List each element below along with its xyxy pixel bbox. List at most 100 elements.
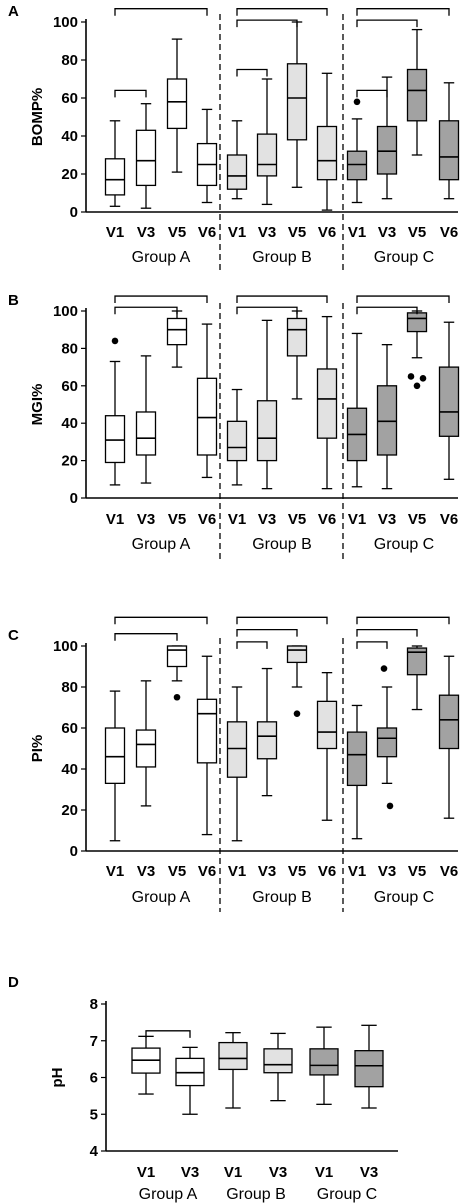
significance-bracket [236, 628, 298, 637]
x-tick-label: V6 [318, 511, 336, 528]
x-tick-label: V5 [288, 224, 306, 241]
outlier-point [173, 693, 181, 701]
x-tick-label: V1 [106, 511, 124, 528]
significance-bracket [356, 89, 388, 98]
box-iqr [316, 368, 338, 439]
box-iqr [406, 312, 428, 333]
box-iqr [135, 129, 157, 187]
x-tick-label: V5 [288, 511, 306, 528]
box-iqr [135, 411, 157, 456]
outlier-point [407, 373, 415, 380]
x-tick-label: V1 [106, 224, 124, 241]
group-label: Group B [226, 1186, 286, 1203]
x-tick-label: V5 [288, 863, 306, 880]
x-tick-label: V1 [228, 511, 246, 528]
box-iqr [316, 700, 338, 750]
y-tick-label: 100 [53, 303, 78, 320]
x-tick-label: V1 [348, 511, 366, 528]
x-tick-label: V1 [348, 224, 366, 241]
group-label: Group A [132, 889, 191, 906]
significance-bracket [114, 306, 178, 315]
y-tick-label: 0 [70, 843, 78, 860]
box-iqr [286, 317, 308, 357]
box-iqr [354, 1050, 384, 1088]
x-tick-label: V5 [408, 224, 426, 241]
panel-letter: C [8, 627, 19, 644]
box-iqr [263, 1048, 293, 1074]
significance-bracket [356, 8, 450, 16]
y-tick-label: 40 [61, 761, 78, 778]
group-label: Group C [317, 1186, 377, 1203]
y-tick-label: 100 [53, 14, 78, 31]
box-iqr [218, 1041, 248, 1071]
x-tick-label: V1 [224, 1164, 242, 1181]
box-iqr [166, 78, 188, 130]
y-tick-label: 60 [61, 90, 78, 107]
group-label: Group A [132, 249, 191, 266]
x-tick-label: V6 [440, 511, 458, 528]
group-label: Group C [374, 889, 434, 906]
box-iqr [286, 645, 308, 664]
x-tick-label: V5 [168, 224, 186, 241]
box-iqr [376, 727, 398, 758]
box-iqr [256, 133, 278, 177]
box-iqr [438, 366, 460, 437]
box-iqr [406, 68, 428, 122]
x-tick-label: V3 [181, 1164, 199, 1181]
y-tick-label: 4 [90, 1143, 99, 1160]
x-tick-label: V6 [440, 863, 458, 880]
significance-bracket [145, 1030, 191, 1038]
x-tick-label: V3 [378, 511, 396, 528]
y-tick-label: 80 [61, 679, 78, 696]
x-tick-label: V1 [228, 224, 246, 241]
box-iqr [104, 158, 126, 196]
box-iqr [406, 647, 428, 676]
group-label: Group B [252, 889, 312, 906]
significance-bracket [356, 616, 450, 625]
box-iqr [346, 731, 368, 787]
box-iqr [226, 721, 248, 778]
significance-bracket [236, 616, 328, 625]
box-iqr [226, 420, 248, 462]
significance-bracket [236, 641, 268, 649]
significance-bracket [236, 306, 298, 315]
x-tick-label: V6 [198, 511, 216, 528]
box-iqr [256, 721, 278, 760]
group-label: Group B [252, 249, 312, 266]
box-iqr [166, 645, 188, 668]
y-tick-label: 40 [61, 128, 78, 145]
panel-letter: A [8, 3, 19, 20]
y-axis-label: PI% [29, 735, 46, 763]
outlier-point [380, 665, 388, 672]
significance-bracket [236, 295, 328, 304]
x-tick-label: V3 [137, 511, 155, 528]
box-iqr [226, 154, 248, 190]
x-tick-label: V3 [137, 863, 155, 880]
chart-panel-a: A 0 20 40 60 80 100 BOMP% V1 V3 V5 V6 Group A V1 V3 V5 V… [8, 3, 460, 272]
x-tick-label: V5 [408, 863, 426, 880]
panel-letter: D [8, 974, 19, 991]
x-tick-label: V5 [168, 863, 186, 880]
box-iqr [346, 150, 368, 181]
x-tick-label: V6 [318, 224, 336, 241]
y-tick-label: 60 [61, 378, 78, 395]
x-tick-label: V1 [137, 1164, 155, 1181]
chart-panel-c: C 0 20 40 60 80 100 PI% V1 V3 V5 V6 Group A V1 V3 V5 V6 G… [8, 616, 460, 912]
significance-bracket [356, 306, 418, 315]
y-tick-label: 20 [61, 166, 78, 183]
x-tick-label: V3 [258, 511, 276, 528]
outlier-point [419, 375, 427, 382]
y-axis-label: pH [49, 1068, 66, 1088]
box-iqr [166, 317, 188, 346]
y-axis-label: MGI% [29, 384, 46, 426]
box-iqr [438, 120, 460, 181]
box-iqr [309, 1048, 339, 1076]
box-iqr [135, 729, 157, 768]
box-iqr [376, 125, 398, 175]
panel-letter: B [8, 292, 19, 309]
group-label: Group C [374, 536, 434, 553]
significance-bracket [114, 633, 178, 641]
group-label: Group C [374, 249, 434, 266]
y-tick-label: 5 [90, 1106, 98, 1123]
